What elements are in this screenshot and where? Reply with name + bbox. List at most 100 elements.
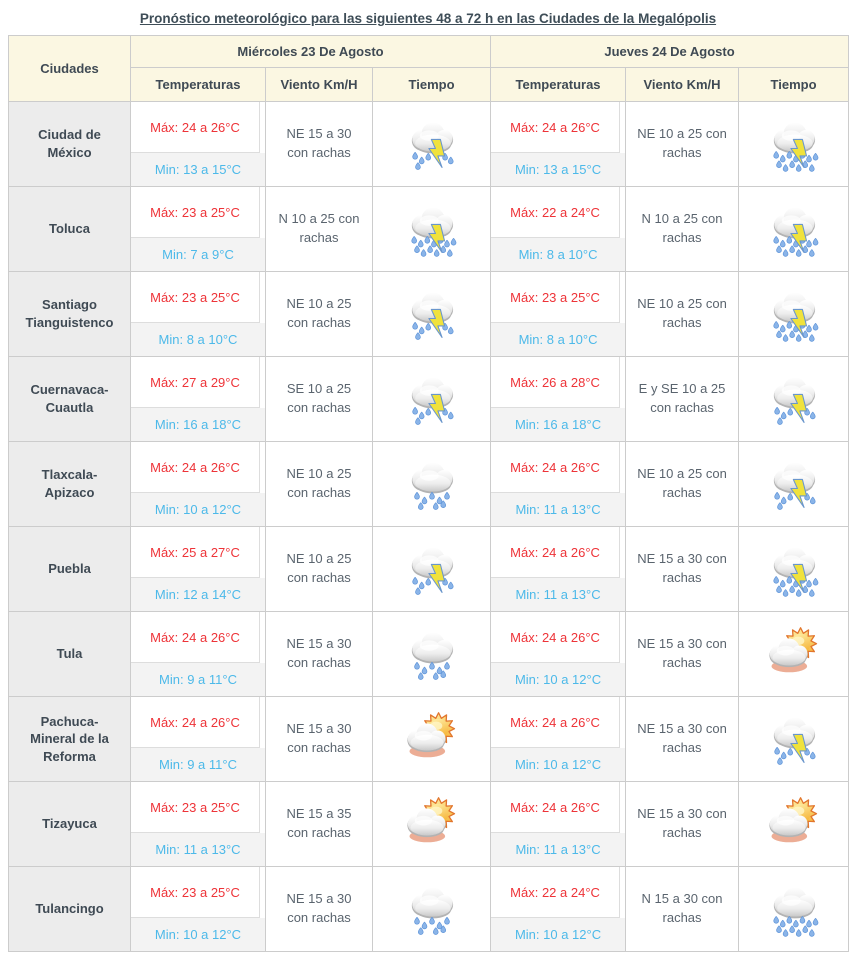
thu-weather-icon-storm-heavy xyxy=(738,101,850,187)
city-name: Puebla xyxy=(8,526,131,612)
thu-max-temp: Máx: 24 a 26°C xyxy=(491,782,621,833)
wed-weather-icon-rain xyxy=(371,866,492,952)
thu-weather-icon-storm xyxy=(738,441,850,527)
thu-wind: NE 15 a 30 con rachas xyxy=(625,781,740,867)
rain-icon xyxy=(411,462,453,510)
city-name: Toluca xyxy=(8,186,131,272)
header-thu-temperaturas: Temperaturas xyxy=(490,67,627,102)
wed-weather-icon-storm-heavy xyxy=(371,186,492,272)
wed-wind: NE 15 a 30 con rachas xyxy=(265,611,373,697)
thu-max-temp: Máx: 23 a 25°C xyxy=(491,272,621,323)
wed-temperatures-cell: Máx: 23 a 25°C Min: 8 a 10°C xyxy=(130,271,266,357)
city-name: Tulancingo xyxy=(8,866,131,952)
wed-max-temp: Máx: 25 a 27°C xyxy=(131,527,260,578)
thu-wind: E y SE 10 a 25 con rachas xyxy=(625,356,740,442)
storm-heavy-icon xyxy=(772,547,818,597)
page-title: Pronóstico meteorológico para las siguie… xyxy=(139,11,717,26)
thu-max-temp: Máx: 22 a 24°C xyxy=(491,867,621,918)
thu-max-temp: Máx: 24 a 26°C xyxy=(491,102,621,153)
thu-wind: NE 15 a 30 con rachas xyxy=(625,526,740,612)
city-row: Toluca Máx: 23 a 25°C Min: 7 a 9°C N 10 … xyxy=(8,186,850,272)
rain-icon xyxy=(411,632,453,680)
city-name: Tula xyxy=(8,611,131,697)
thu-min-temp: Min: 10 a 12°C xyxy=(491,663,625,696)
wed-wind: SE 10 a 25 con rachas xyxy=(265,356,373,442)
wed-weather-icon-storm xyxy=(371,101,492,187)
city-name: Pachuca- Mineral de la Reforma xyxy=(8,696,131,782)
thu-max-temp: Máx: 24 a 26°C xyxy=(491,527,621,578)
wed-min-temp: Min: 10 a 12°C xyxy=(131,493,265,526)
wed-temperatures-cell: Máx: 24 a 26°C Min: 9 a 11°C xyxy=(130,611,266,697)
thu-weather-icon-rain-heavy xyxy=(738,866,850,952)
wed-weather-icon-rain xyxy=(371,611,492,697)
header-day-wednesday: Miércoles 23 De Agosto xyxy=(129,35,492,68)
thu-max-temp: Máx: 26 a 28°C xyxy=(491,357,621,408)
wed-temperatures-cell: Máx: 24 a 26°C Min: 13 a 15°C xyxy=(130,101,266,187)
thu-weather-icon-storm-heavy xyxy=(738,526,850,612)
thu-max-temp: Máx: 24 a 26°C xyxy=(491,697,621,748)
weather-forecast-page: Pronóstico meteorológico para las siguie… xyxy=(0,11,856,952)
storm-icon xyxy=(773,377,816,425)
wed-wind: NE 15 a 30 con rachas xyxy=(265,101,373,187)
wed-max-temp: Máx: 24 a 26°C xyxy=(131,612,260,663)
wed-wind: NE 10 a 25 con rachas xyxy=(265,271,373,357)
wed-max-temp: Máx: 23 a 25°C xyxy=(131,867,260,918)
storm-heavy-icon xyxy=(772,122,818,172)
thu-wind: NE 15 a 30 con rachas xyxy=(625,696,740,782)
header-wed-temperaturas: Temperaturas xyxy=(130,67,266,102)
wed-weather-icon-sun-cloud xyxy=(371,781,492,867)
wed-wind: NE 10 a 25 con rachas xyxy=(265,526,373,612)
wed-min-temp: Min: 13 a 15°C xyxy=(131,153,265,186)
wed-max-temp: Máx: 24 a 26°C xyxy=(131,697,260,748)
wed-max-temp: Máx: 23 a 25°C xyxy=(131,782,260,833)
thu-min-temp: Min: 10 a 12°C xyxy=(491,748,625,781)
thu-min-temp: Min: 8 a 10°C xyxy=(491,238,625,271)
wed-wind: N 10 a 25 con rachas xyxy=(265,186,373,272)
sun-cloud-icon xyxy=(768,627,817,673)
city-row: Puebla Máx: 25 a 27°C Min: 12 a 14°C NE … xyxy=(8,526,850,612)
forecast-rows: Ciudad de México Máx: 24 a 26°C Min: 13 … xyxy=(8,101,850,952)
thu-min-temp: Min: 8 a 10°C xyxy=(491,323,625,356)
thu-temperatures-cell: Máx: 23 a 25°C Min: 8 a 10°C xyxy=(490,271,627,357)
city-row: Santiago Tianguistenco Máx: 23 a 25°C Mi… xyxy=(8,271,850,357)
header-ciudades: Ciudades xyxy=(8,35,131,102)
city-name: Tlaxcala-Apizaco xyxy=(8,441,131,527)
thu-weather-icon-storm xyxy=(738,356,850,442)
thu-temperatures-cell: Máx: 24 a 26°C Min: 11 a 13°C xyxy=(490,781,627,867)
thu-temperatures-cell: Máx: 22 a 24°C Min: 8 a 10°C xyxy=(490,186,627,272)
city-row: Ciudad de México Máx: 24 a 26°C Min: 13 … xyxy=(8,101,850,187)
storm-heavy-icon xyxy=(772,292,818,342)
thu-max-temp: Máx: 24 a 26°C xyxy=(491,612,621,663)
header-wed-viento: Viento Km/H xyxy=(265,67,373,102)
sun-cloud-icon xyxy=(406,712,455,758)
wed-max-temp: Máx: 23 a 25°C xyxy=(131,272,260,323)
storm-icon xyxy=(411,377,454,425)
wed-min-temp: Min: 10 a 12°C xyxy=(131,918,265,951)
wed-min-temp: Min: 7 a 9°C xyxy=(131,238,265,271)
city-row: Tlaxcala-Apizaco Máx: 24 a 26°C Min: 10 … xyxy=(8,441,850,527)
thu-min-temp: Min: 16 a 18°C xyxy=(491,408,625,441)
thu-temperatures-cell: Máx: 24 a 26°C Min: 11 a 13°C xyxy=(490,526,627,612)
storm-icon xyxy=(411,292,454,340)
thu-min-temp: Min: 10 a 12°C xyxy=(491,918,625,951)
thu-weather-icon-storm xyxy=(738,696,850,782)
thu-wind: NE 10 a 25 con rachas xyxy=(625,101,740,187)
thu-max-temp: Máx: 24 a 26°C xyxy=(491,442,621,493)
thu-wind: N 10 a 25 con rachas xyxy=(625,186,740,272)
thu-wind: N 15 a 30 con rachas xyxy=(625,866,740,952)
storm-icon xyxy=(773,462,816,510)
thu-wind: NE 10 a 25 con rachas xyxy=(625,441,740,527)
wed-temperatures-cell: Máx: 24 a 26°C Min: 9 a 11°C xyxy=(130,696,266,782)
city-name: Santiago Tianguistenco xyxy=(8,271,131,357)
wed-max-temp: Máx: 24 a 26°C xyxy=(131,102,260,153)
city-row: Tula Máx: 24 a 26°C Min: 9 a 11°C NE 15 … xyxy=(8,611,850,697)
thu-min-temp: Min: 11 a 13°C xyxy=(491,493,625,526)
wed-wind: NE 10 a 25 con rachas xyxy=(265,441,373,527)
wed-weather-icon-storm xyxy=(371,356,492,442)
city-row: Pachuca- Mineral de la Reforma Máx: 24 a… xyxy=(8,696,850,782)
thu-weather-icon-storm-heavy xyxy=(738,271,850,357)
city-name: Tizayuca xyxy=(8,781,131,867)
storm-heavy-icon xyxy=(410,207,456,257)
thu-wind: NE 10 a 25 con rachas xyxy=(625,271,740,357)
thu-weather-icon-sun-cloud xyxy=(738,781,850,867)
